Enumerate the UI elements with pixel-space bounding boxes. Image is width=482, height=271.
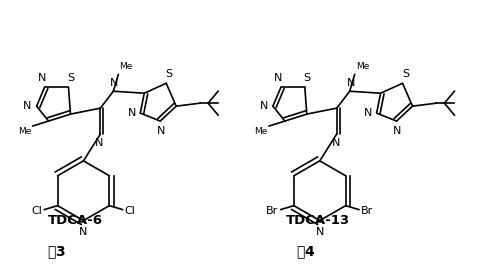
Text: N: N [23,101,32,111]
Text: Me: Me [120,62,133,71]
Text: Me: Me [356,62,369,71]
Text: N: N [274,73,282,83]
Text: S: S [303,73,310,83]
Text: N: N [332,138,340,148]
Text: Br: Br [361,206,373,216]
Text: S: S [166,69,173,79]
Text: TDCA-13: TDCA-13 [286,214,350,227]
Text: N: N [79,227,88,237]
Text: N: N [316,227,324,237]
Text: Me: Me [254,127,268,136]
Text: Cl: Cl [31,206,42,216]
Text: 式: 式 [47,246,55,259]
Text: 3: 3 [55,246,65,259]
Text: S: S [67,73,74,83]
Text: 4: 4 [305,246,315,259]
Text: Cl: Cl [125,206,135,216]
Text: TDCA-6: TDCA-6 [48,214,103,227]
Text: N: N [38,73,46,83]
Text: Me: Me [18,127,32,136]
Text: N: N [393,126,402,136]
Text: 式: 式 [296,246,305,259]
Text: N: N [259,101,268,111]
Text: S: S [402,69,409,79]
Text: N: N [157,126,165,136]
Text: N: N [364,108,373,118]
Text: N: N [110,78,119,88]
Text: N: N [128,108,136,118]
Text: Br: Br [266,206,279,216]
Text: N: N [95,138,104,148]
Text: N: N [347,78,355,88]
